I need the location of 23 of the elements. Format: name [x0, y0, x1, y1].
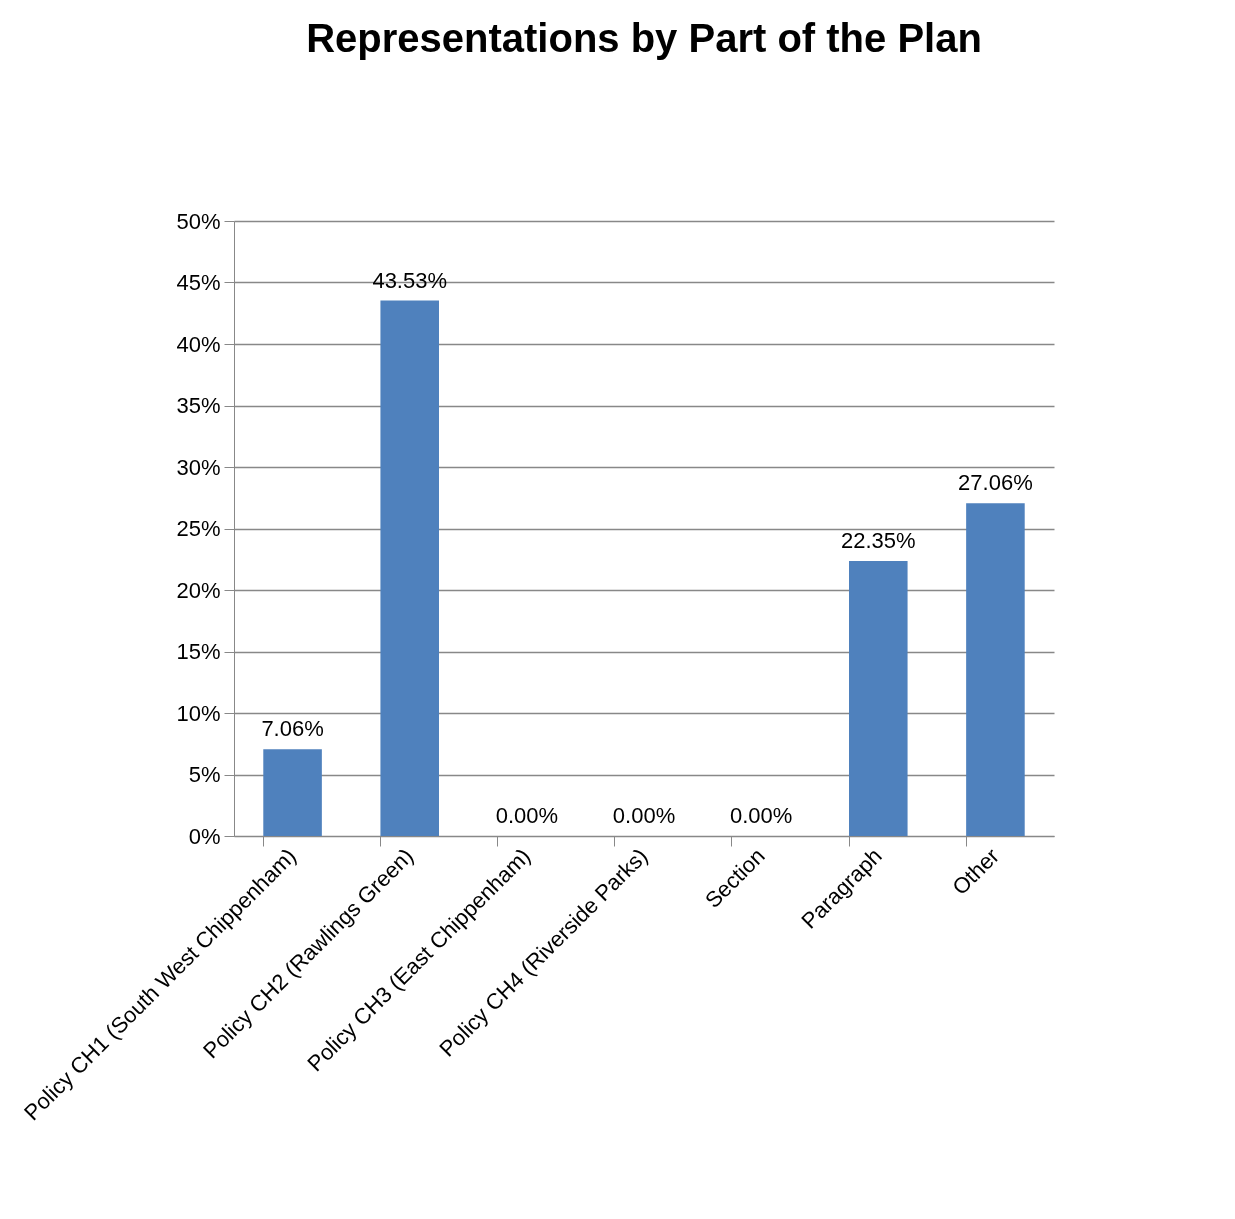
- y-tick-label: 5%: [188, 762, 221, 787]
- y-tick-label: 0%: [188, 823, 221, 849]
- data-label: 7.06%: [261, 716, 324, 742]
- y-tick-label: 35%: [176, 393, 221, 418]
- data-label: 0.00%: [729, 803, 793, 828]
- y-tick-label: 15%: [176, 639, 221, 664]
- bar: [849, 561, 908, 836]
- y-tick-label: 30%: [176, 454, 221, 480]
- bar: [380, 300, 439, 836]
- bar: [263, 749, 322, 836]
- data-label: 0.00%: [495, 803, 559, 828]
- y-tick-label: 20%: [176, 577, 221, 603]
- chart-title: Representations by Part of the Plan: [306, 16, 982, 60]
- bar: [966, 503, 1025, 836]
- y-tick-label: 40%: [176, 331, 221, 357]
- y-tick-label: 10%: [176, 700, 221, 726]
- y-tick-label: 50%: [176, 208, 221, 234]
- data-label: 43.53%: [372, 267, 448, 293]
- data-label: 0.00%: [612, 803, 676, 828]
- y-tick-label: 45%: [176, 270, 221, 295]
- data-label: 22.35%: [840, 528, 916, 554]
- y-tick-label: 25%: [176, 516, 221, 541]
- data-label: 27.06%: [958, 470, 1033, 496]
